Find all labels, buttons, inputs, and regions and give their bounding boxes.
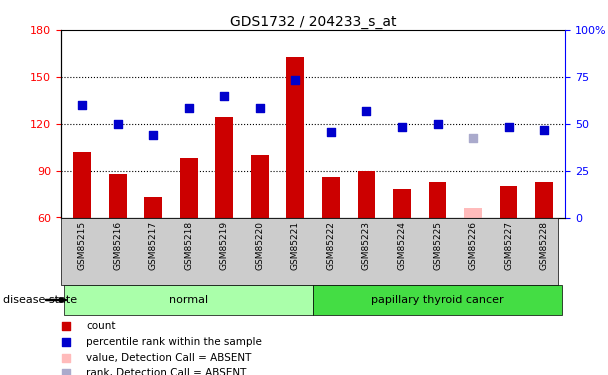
Text: GSM85221: GSM85221: [291, 221, 300, 270]
Text: disease state: disease state: [3, 295, 77, 305]
Point: [291, 77, 300, 83]
Text: GSM85216: GSM85216: [113, 221, 122, 270]
Bar: [358, 171, 375, 217]
Bar: [393, 189, 411, 217]
Bar: [500, 186, 517, 218]
Point: [61, 339, 71, 345]
Point: [433, 121, 443, 127]
Bar: [251, 155, 269, 218]
Text: percentile rank within the sample: percentile rank within the sample: [86, 337, 262, 347]
Text: GSM85223: GSM85223: [362, 221, 371, 270]
Text: normal: normal: [169, 295, 209, 305]
Text: GSM85222: GSM85222: [326, 221, 336, 270]
Text: GSM85219: GSM85219: [219, 221, 229, 270]
Point: [468, 135, 478, 141]
Text: papillary thyroid cancer: papillary thyroid cancer: [371, 295, 504, 305]
Bar: [535, 182, 553, 218]
Bar: [109, 174, 126, 217]
Bar: [64, 285, 313, 315]
Point: [184, 105, 193, 111]
Text: GSM85217: GSM85217: [149, 221, 157, 270]
Text: GSM85218: GSM85218: [184, 221, 193, 270]
Point: [397, 124, 407, 130]
Text: GSM85226: GSM85226: [469, 221, 477, 270]
Point: [148, 132, 158, 138]
Text: value, Detection Call = ABSENT: value, Detection Call = ABSENT: [86, 353, 251, 363]
Point: [219, 93, 229, 99]
Bar: [464, 208, 482, 218]
Point: [503, 124, 513, 130]
Point: [77, 102, 87, 108]
Point: [61, 370, 71, 375]
Bar: [429, 182, 446, 218]
Text: GSM85225: GSM85225: [433, 221, 442, 270]
Text: GSM85220: GSM85220: [255, 221, 264, 270]
Bar: [313, 285, 562, 315]
Point: [61, 355, 71, 361]
Bar: [180, 158, 198, 218]
Point: [113, 121, 123, 127]
Point: [326, 129, 336, 135]
Text: GSM85224: GSM85224: [398, 221, 407, 270]
Point: [255, 105, 264, 111]
Text: rank, Detection Call = ABSENT: rank, Detection Call = ABSENT: [86, 368, 246, 375]
Bar: [215, 117, 233, 218]
Text: GSM85227: GSM85227: [504, 221, 513, 270]
Point: [539, 127, 549, 133]
Text: GSM85228: GSM85228: [540, 221, 548, 270]
Bar: [144, 197, 162, 217]
Point: [362, 108, 371, 114]
Bar: [322, 177, 340, 218]
Text: GSM85215: GSM85215: [78, 221, 86, 270]
Bar: [73, 152, 91, 217]
Point: [61, 323, 71, 329]
Text: count: count: [86, 321, 116, 331]
Bar: [286, 57, 304, 217]
Title: GDS1732 / 204233_s_at: GDS1732 / 204233_s_at: [230, 15, 396, 29]
